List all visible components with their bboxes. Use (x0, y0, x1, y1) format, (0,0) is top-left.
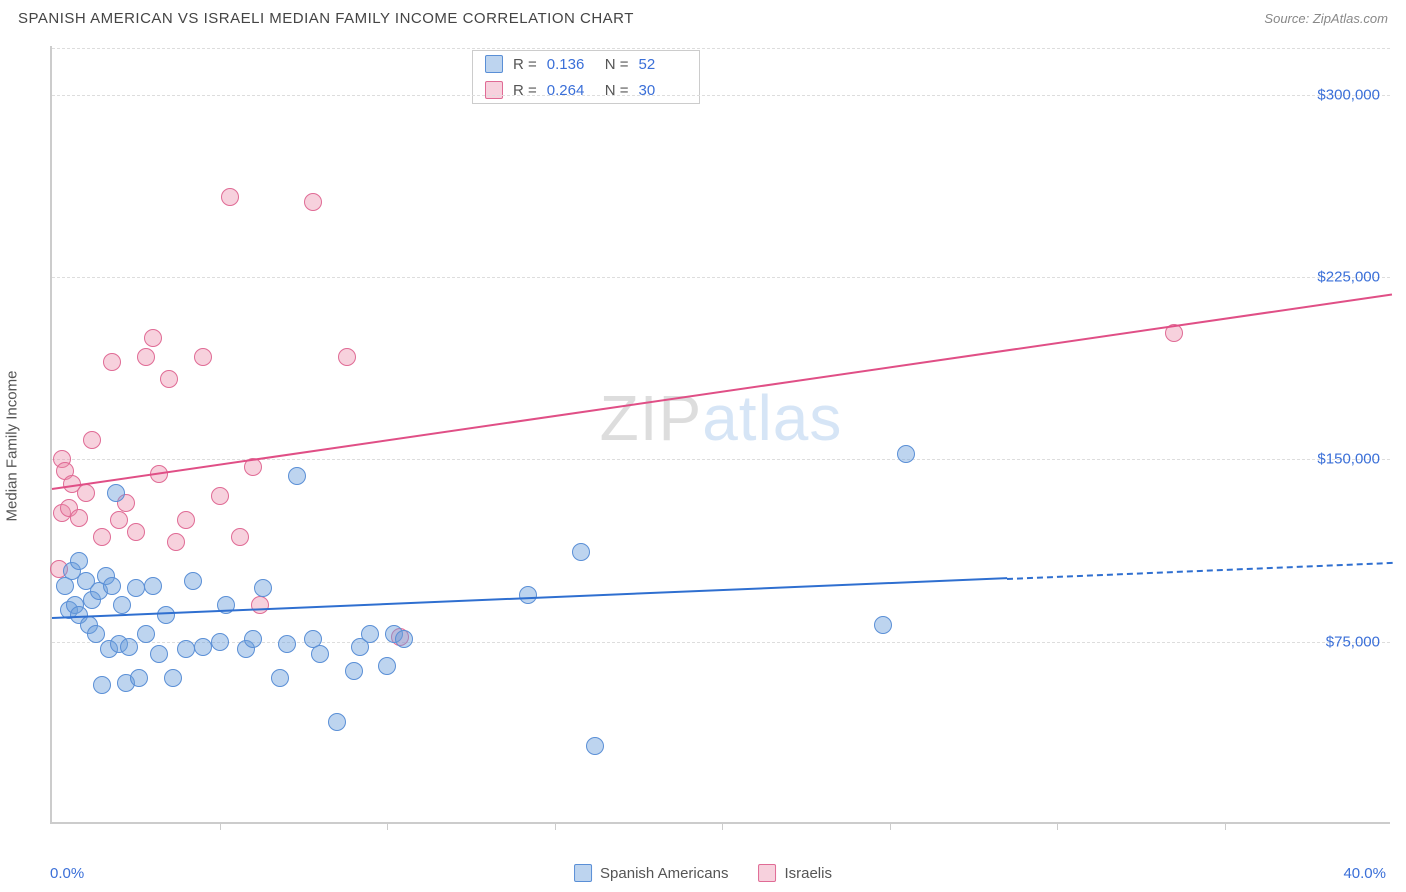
marker-israelis (338, 348, 356, 366)
marker-spanish-americans (184, 572, 202, 590)
x-tick (890, 822, 891, 830)
chart-title: SPANISH AMERICAN VS ISRAELI MEDIAN FAMIL… (18, 10, 634, 27)
legend: Spanish Americans Israelis (574, 864, 832, 882)
marker-spanish-americans (254, 579, 272, 597)
x-tick (722, 822, 723, 830)
marker-spanish-americans (157, 606, 175, 624)
marker-spanish-americans (137, 625, 155, 643)
stats-row: R =0.264N =30 (473, 77, 699, 103)
marker-spanish-americans (127, 579, 145, 597)
marker-spanish-americans (378, 657, 396, 675)
marker-israelis (137, 348, 155, 366)
marker-spanish-americans (271, 669, 289, 687)
x-tick (387, 822, 388, 830)
legend-swatch (758, 864, 776, 882)
x-tick (555, 822, 556, 830)
marker-spanish-americans (70, 552, 88, 570)
x-tick (1057, 822, 1058, 830)
marker-israelis (110, 511, 128, 529)
marker-spanish-americans (164, 669, 182, 687)
x-axis-min-label: 0.0% (50, 865, 84, 882)
marker-israelis (144, 329, 162, 347)
x-axis-max-label: 40.0% (1343, 865, 1386, 882)
marker-spanish-americans (144, 577, 162, 595)
marker-israelis (221, 188, 239, 206)
marker-spanish-americans (345, 662, 363, 680)
marker-spanish-americans (107, 484, 125, 502)
marker-israelis (70, 509, 88, 527)
marker-israelis (167, 533, 185, 551)
marker-spanish-americans (103, 577, 121, 595)
marker-israelis (103, 353, 121, 371)
marker-spanish-americans (87, 625, 105, 643)
marker-israelis (194, 348, 212, 366)
marker-israelis (77, 484, 95, 502)
source-attribution: Source: ZipAtlas.com (1264, 11, 1388, 26)
marker-israelis (251, 596, 269, 614)
marker-spanish-americans (194, 638, 212, 656)
marker-spanish-americans (395, 630, 413, 648)
legend-swatch (485, 55, 503, 73)
marker-israelis (160, 370, 178, 388)
legend-item: Spanish Americans (574, 864, 728, 882)
legend-swatch (485, 81, 503, 99)
marker-israelis (211, 487, 229, 505)
marker-spanish-americans (519, 586, 537, 604)
gridline (52, 95, 1390, 96)
marker-spanish-americans (311, 645, 329, 663)
marker-spanish-americans (288, 467, 306, 485)
marker-spanish-americans (93, 676, 111, 694)
marker-israelis (231, 528, 249, 546)
marker-israelis (177, 511, 195, 529)
legend-swatch (574, 864, 592, 882)
scatter-chart: ZIPatlas R =0.136N =52R =0.264N =30 $75,… (50, 46, 1390, 824)
x-tick (1225, 822, 1226, 830)
marker-spanish-americans (278, 635, 296, 653)
legend-label: Israelis (784, 865, 832, 882)
y-axis-label: Median Family Income (4, 371, 21, 522)
trend-line (1007, 561, 1392, 579)
marker-spanish-americans (361, 625, 379, 643)
marker-spanish-americans (211, 633, 229, 651)
legend-label: Spanish Americans (600, 865, 728, 882)
marker-spanish-americans (897, 445, 915, 463)
marker-spanish-americans (328, 713, 346, 731)
x-tick (220, 822, 221, 830)
marker-israelis (127, 523, 145, 541)
legend-item: Israelis (758, 864, 832, 882)
gridline (52, 48, 1390, 49)
marker-spanish-americans (130, 669, 148, 687)
marker-israelis (83, 431, 101, 449)
marker-spanish-americans (572, 543, 590, 561)
gridline (52, 277, 1390, 278)
marker-spanish-americans (150, 645, 168, 663)
marker-spanish-americans (113, 596, 131, 614)
marker-spanish-americans (874, 616, 892, 634)
marker-spanish-americans (244, 630, 262, 648)
marker-spanish-americans (120, 638, 138, 656)
y-tick-label: $225,000 (1317, 268, 1380, 285)
marker-israelis (304, 193, 322, 211)
y-tick-label: $75,000 (1326, 633, 1380, 650)
marker-spanish-americans (586, 737, 604, 755)
marker-israelis (93, 528, 111, 546)
y-tick-label: $150,000 (1317, 451, 1380, 468)
stats-row: R =0.136N =52 (473, 51, 699, 77)
y-tick-label: $300,000 (1317, 86, 1380, 103)
correlation-stats-box: R =0.136N =52R =0.264N =30 (472, 50, 700, 104)
marker-spanish-americans (177, 640, 195, 658)
